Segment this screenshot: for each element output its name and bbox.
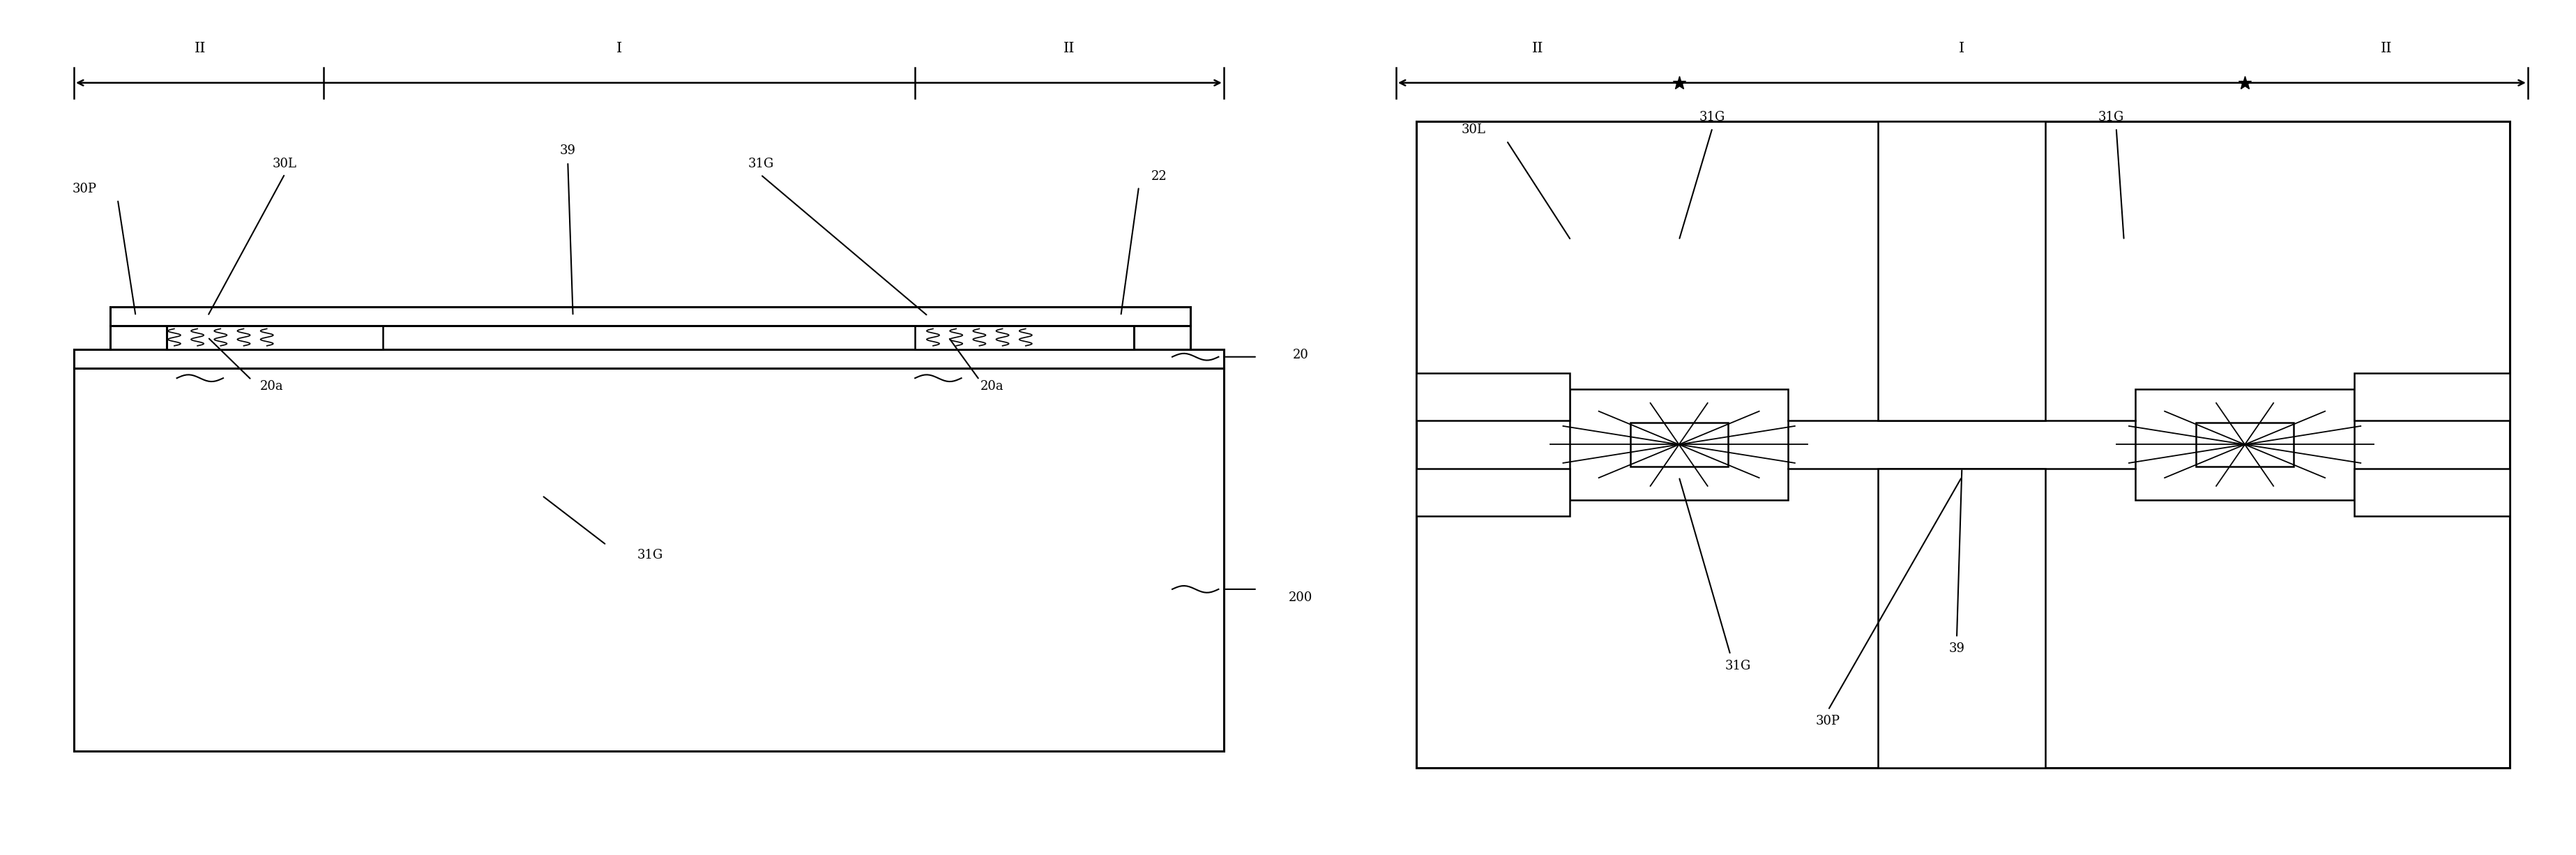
- Bar: [2136, 389, 2354, 500]
- Bar: [1417, 373, 1569, 421]
- Bar: [111, 307, 1190, 326]
- Bar: [1878, 121, 2045, 421]
- Text: II: II: [1064, 42, 1074, 56]
- Text: 39: 39: [1947, 642, 1965, 655]
- Bar: [1133, 326, 1190, 349]
- Text: I: I: [1958, 42, 1965, 56]
- Bar: [157, 326, 384, 349]
- Bar: [2195, 422, 2293, 467]
- Bar: [1417, 469, 1569, 516]
- Text: II: II: [2380, 42, 2393, 56]
- Text: 30L: 30L: [1461, 123, 1486, 136]
- Text: 31G: 31G: [747, 157, 773, 170]
- Bar: [914, 326, 1141, 349]
- Text: 31G: 31G: [636, 549, 662, 562]
- Text: 200: 200: [1288, 592, 1314, 604]
- Text: II: II: [193, 42, 206, 56]
- Text: 30P: 30P: [1816, 715, 1839, 728]
- Text: I: I: [616, 42, 623, 56]
- Bar: [2354, 469, 2509, 516]
- Text: 20a: 20a: [260, 380, 283, 393]
- Bar: [1878, 469, 2045, 768]
- Bar: [1631, 422, 1728, 467]
- Text: 31G: 31G: [1700, 110, 1726, 123]
- Text: 20: 20: [1293, 349, 1309, 362]
- Text: 39: 39: [559, 144, 577, 157]
- Text: 30L: 30L: [273, 157, 296, 170]
- Text: 22: 22: [1151, 170, 1167, 183]
- Bar: [111, 326, 167, 349]
- Text: II: II: [1533, 42, 1543, 56]
- Bar: [75, 368, 1224, 751]
- Text: 20a: 20a: [981, 380, 1005, 393]
- Bar: [2354, 373, 2509, 421]
- Text: 31G: 31G: [1726, 659, 1752, 672]
- Bar: [1417, 121, 2509, 768]
- Text: 30P: 30P: [72, 183, 95, 196]
- Bar: [75, 349, 1224, 368]
- Text: 31G: 31G: [2097, 110, 2125, 123]
- Bar: [1569, 389, 1788, 500]
